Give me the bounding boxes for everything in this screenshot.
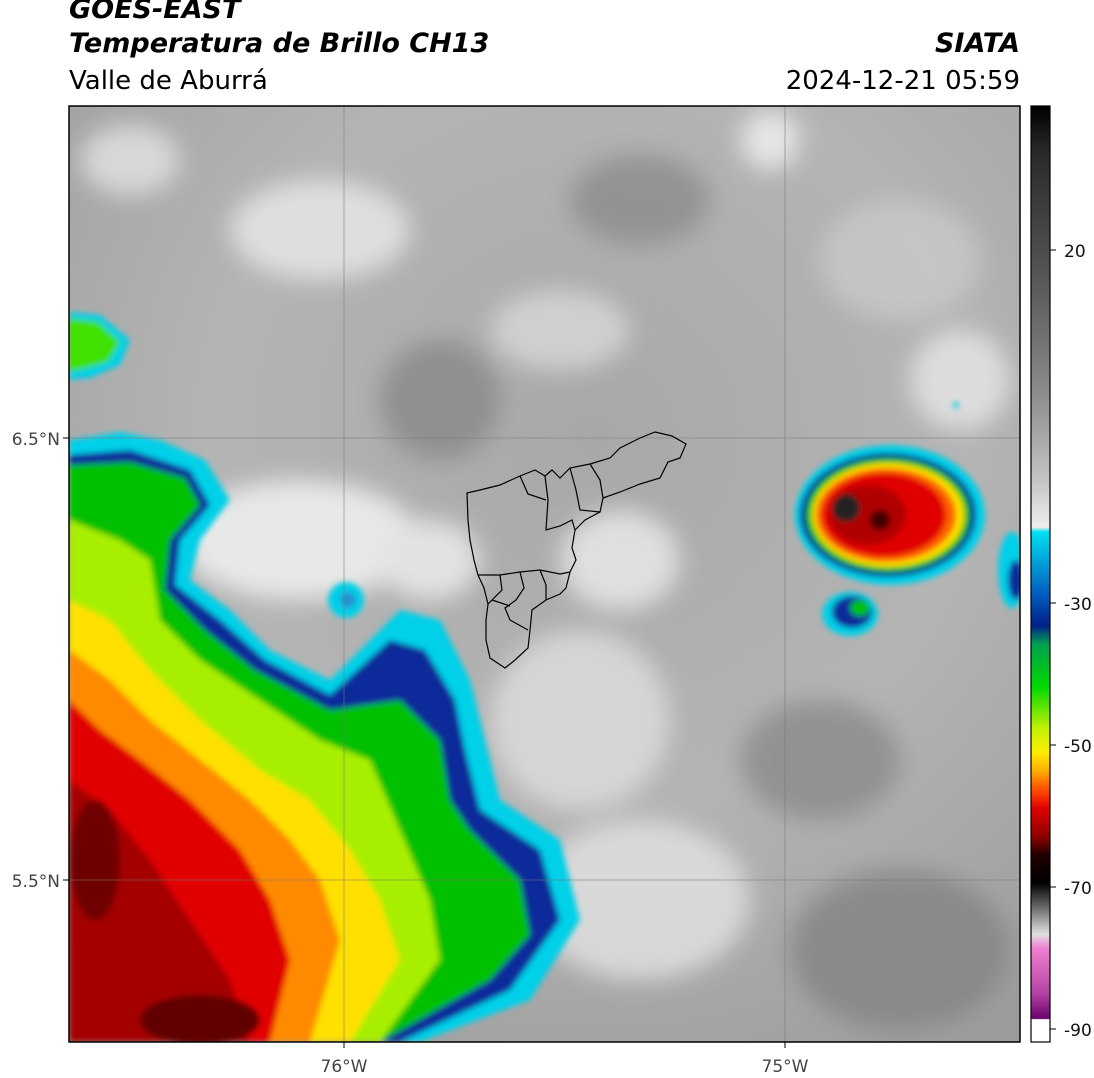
region-label: Valle de Aburrá (69, 66, 268, 96)
lon-tick-label: 76°W (321, 1057, 368, 1077)
satellite-title: GOES-EAST (69, 0, 241, 25)
brand-label: SIATA (934, 28, 1020, 59)
municipal-boundaries (466, 431, 687, 669)
colorbar-tick-label: -90 (1064, 1021, 1092, 1041)
product-title: Temperatura de Brillo CH13 (69, 28, 490, 59)
colorbar-tick-label: 20 (1064, 242, 1086, 262)
lon-tick-label: 75°W (762, 1057, 809, 1077)
gridlines (69, 106, 1020, 1042)
datetime-label: 2024-12-21 05:59 (785, 66, 1020, 96)
colorbar: 20 -30 -50 -70 -90 (1030, 105, 1092, 1043)
colorbar-tick-label: -30 (1064, 595, 1092, 615)
map-frame (68, 105, 1021, 1043)
colorbar-tick-label: -70 (1064, 879, 1092, 899)
colorbar-scale (1031, 106, 1050, 1042)
lat-tick-label: 6.5°N (12, 430, 60, 450)
lat-tick-label: 5.5°N (12, 872, 60, 892)
satellite-imagery (69, 106, 1020, 1042)
colorbar-tick-label: -50 (1064, 737, 1092, 757)
